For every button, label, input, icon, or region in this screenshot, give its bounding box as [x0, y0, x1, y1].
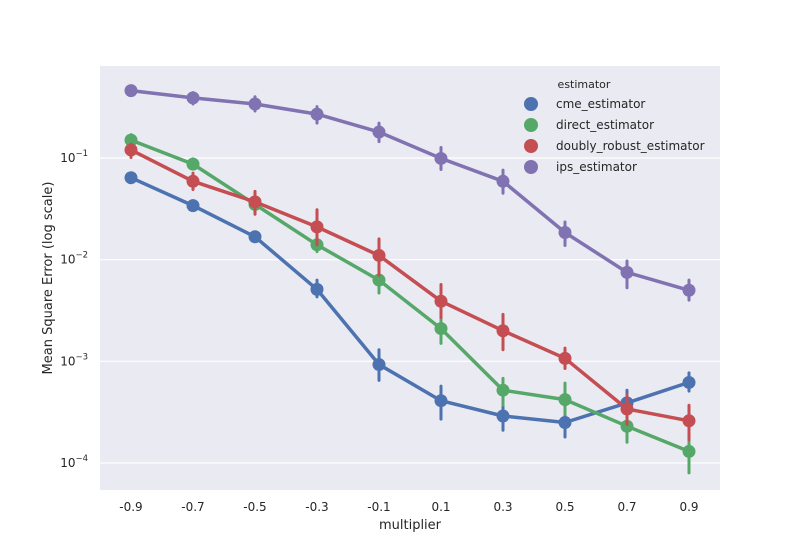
- legend-title: estimator: [558, 78, 611, 91]
- data-point: [682, 414, 696, 428]
- x-tick-label: -0.5: [243, 500, 266, 514]
- x-tick-labels: -0.9 -0.7 -0.5 -0.3 -0.1 0.1 0.3 0.5 0.7 0.9: [119, 500, 698, 514]
- x-tick-label: 0.1: [431, 500, 450, 514]
- series-line: [129, 138, 691, 454]
- x-tick-label: -0.1: [367, 500, 390, 514]
- data-point: [186, 91, 200, 105]
- legend-marker: [524, 97, 538, 111]
- series-doubly_robust_estimator: [124, 142, 696, 442]
- data-point: [186, 199, 200, 213]
- x-tick-label: 0.5: [555, 500, 574, 514]
- x-axis-label: multiplier: [379, 518, 442, 533]
- y-tick-label: 10−4: [60, 454, 88, 470]
- data-point: [558, 351, 572, 365]
- data-point: [248, 230, 262, 244]
- x-tick-label: -0.3: [305, 500, 328, 514]
- data-point: [496, 324, 510, 338]
- legend-label: cme_estimator: [556, 97, 645, 111]
- legend-item: direct_estimator: [524, 118, 654, 132]
- legend-marker: [524, 139, 538, 153]
- data-point: [496, 409, 510, 423]
- series-ips_estimator: [124, 84, 696, 302]
- y-tick-label: 10−3: [60, 352, 88, 368]
- y-tick-label: 10−1: [60, 149, 88, 165]
- data-point: [496, 174, 510, 188]
- x-tick-label: -0.9: [119, 500, 142, 514]
- y-tick-label: 10−2: [60, 251, 88, 267]
- data-point: [558, 393, 572, 407]
- data-point: [434, 151, 448, 165]
- legend: estimator cme_estimator direct_estimatord…: [524, 78, 705, 174]
- data-point: [372, 273, 386, 287]
- data-point: [558, 416, 572, 430]
- data-point: [372, 125, 386, 139]
- y-axis-label: Mean Square Error (log scale): [41, 182, 56, 375]
- data-point: [620, 419, 634, 433]
- data-point: [620, 265, 634, 279]
- series-line: [129, 88, 691, 293]
- data-point: [372, 358, 386, 372]
- data-point: [124, 84, 138, 98]
- data-point: [682, 444, 696, 458]
- x-tick-label: 0.9: [679, 500, 698, 514]
- series-line: [129, 148, 691, 423]
- data-point: [620, 402, 634, 416]
- data-point: [124, 133, 138, 147]
- data-point: [558, 226, 572, 240]
- data-point: [186, 174, 200, 188]
- data-point: [310, 282, 324, 296]
- series-layer: [124, 84, 696, 475]
- x-tick-label: 0.7: [617, 500, 636, 514]
- data-point: [248, 97, 262, 111]
- data-point: [248, 195, 262, 209]
- legend-item: cme_estimator: [524, 97, 645, 111]
- legend-label: direct_estimator: [556, 118, 654, 132]
- data-point: [496, 383, 510, 397]
- data-point: [434, 394, 448, 408]
- y-tick-labels: 10−1 10−2 10−3 10−4: [60, 149, 88, 470]
- data-point: [124, 143, 138, 157]
- data-point: [682, 375, 696, 389]
- legend-label: doubly_robust_estimator: [556, 139, 705, 153]
- x-tick-label: 0.3: [493, 500, 512, 514]
- data-point: [434, 294, 448, 308]
- legend-item: doubly_robust_estimator: [524, 139, 705, 153]
- data-point: [310, 107, 324, 121]
- legend-item: ips_estimator: [524, 160, 637, 174]
- data-point: [434, 322, 448, 336]
- legend-label: ips_estimator: [556, 160, 637, 174]
- data-point: [186, 157, 200, 171]
- x-tick-label: -0.7: [181, 500, 204, 514]
- data-point: [372, 248, 386, 262]
- grid-layer: [100, 157, 720, 464]
- data-point: [310, 220, 324, 234]
- legend-marker: [524, 118, 538, 132]
- legend-marker: [524, 160, 538, 174]
- data-point: [682, 283, 696, 297]
- data-point: [124, 171, 138, 185]
